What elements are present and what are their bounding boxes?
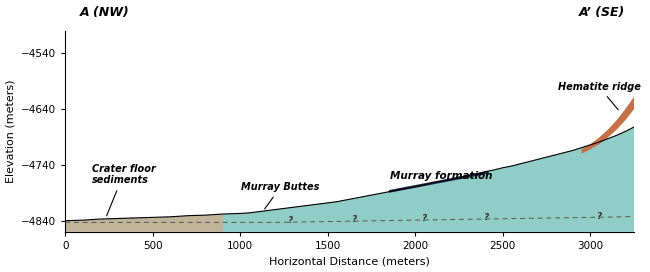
Text: Hematite ridge: Hematite ridge xyxy=(558,82,640,110)
Polygon shape xyxy=(389,171,489,193)
Text: ?: ? xyxy=(287,216,292,225)
Text: ?: ? xyxy=(597,212,602,221)
Text: ?: ? xyxy=(483,214,488,222)
Polygon shape xyxy=(582,97,634,154)
Text: ?: ? xyxy=(421,214,426,223)
Polygon shape xyxy=(65,127,634,232)
Polygon shape xyxy=(223,127,634,232)
Text: Murray Buttes: Murray Buttes xyxy=(241,182,320,209)
Text: ?: ? xyxy=(352,215,357,224)
X-axis label: Horizontal Distance (meters): Horizontal Distance (meters) xyxy=(269,256,430,267)
Text: Crater floor
sediments: Crater floor sediments xyxy=(92,164,155,216)
Text: Murray formation: Murray formation xyxy=(390,171,493,181)
Y-axis label: Elevation (meters): Elevation (meters) xyxy=(6,80,16,183)
Text: A (NW): A (NW) xyxy=(79,6,129,19)
Text: A’ (SE): A’ (SE) xyxy=(579,6,625,19)
